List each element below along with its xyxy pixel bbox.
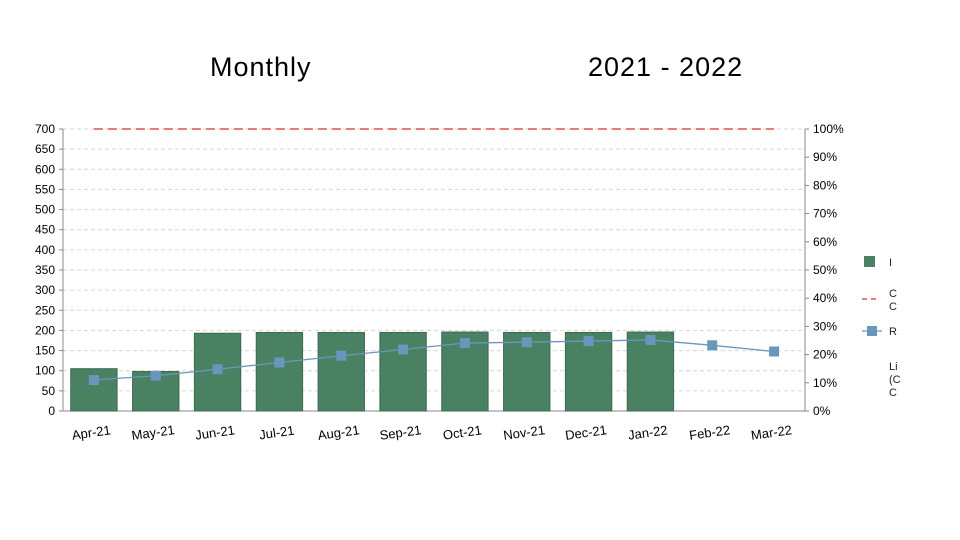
y-right-tick-label: 20% [813, 348, 837, 362]
legend-label: (C [889, 374, 901, 386]
y-right-tick-label: 60% [813, 235, 837, 249]
x-tick-label: Jan-22 [627, 422, 668, 442]
y-right-tick-label: 80% [813, 178, 837, 192]
y-left-tick-label: 650 [35, 142, 55, 156]
y-left-tick-label: 300 [35, 283, 55, 297]
rate-point [769, 346, 780, 357]
y-left-tick-label: 250 [35, 303, 55, 317]
bar [317, 331, 365, 412]
rate-point [707, 340, 718, 351]
y-right-tick-label: 0% [813, 404, 831, 418]
x-tick-label: Nov-21 [502, 422, 546, 443]
rate-point [274, 357, 285, 368]
rate-point [336, 350, 347, 361]
rate-point [645, 334, 656, 345]
y-right-tick-label: 30% [813, 319, 837, 333]
x-tick-label: Feb-22 [688, 422, 731, 443]
y-right-tick-label: 10% [813, 376, 837, 390]
legend-swatch-bar [864, 256, 875, 267]
y-left-tick-label: 150 [35, 344, 55, 358]
y-left-tick-label: 550 [35, 182, 55, 196]
x-tick-label: Jun-21 [194, 422, 235, 442]
y-left-tick-label: 200 [35, 323, 55, 337]
rate-point [398, 344, 409, 355]
y-left-tick-label: 500 [35, 203, 55, 217]
y-right-tick-label: 40% [813, 291, 837, 305]
y-left-tick-label: 0 [48, 404, 55, 418]
legend-label: I [889, 257, 892, 269]
y-left-tick-label: 450 [35, 223, 55, 237]
legend-swatch-marker [867, 326, 877, 336]
y-left-tick-label: 350 [35, 263, 55, 277]
rate-point [459, 338, 470, 349]
y-right-tick-label: 70% [813, 207, 837, 221]
rate-point [521, 337, 532, 348]
x-tick-label: Jul-21 [258, 423, 295, 443]
x-tick-label: Mar-22 [750, 422, 793, 443]
rate-point [150, 370, 161, 381]
y-right-tick-label: 90% [813, 150, 837, 164]
y-left-tick-label: 700 [35, 122, 55, 136]
bar [379, 331, 427, 412]
legend-label: Li [889, 361, 898, 373]
legend-label: R [889, 326, 897, 338]
y-right-tick-label: 50% [813, 263, 837, 277]
chart-title-left: Monthly [210, 52, 312, 82]
x-tick-label: May-21 [131, 422, 176, 443]
x-tick-label: Oct-21 [442, 422, 483, 442]
rate-point [88, 374, 99, 385]
bar [255, 331, 304, 412]
legend-label: C [889, 288, 897, 300]
rate-line [93, 339, 775, 381]
legend-label: C [889, 387, 897, 399]
x-tick-label: Aug-21 [317, 422, 361, 443]
x-tick-label: Sep-21 [379, 422, 423, 443]
rate-point [212, 364, 223, 375]
x-tick-label: Apr-21 [71, 422, 112, 442]
y-left-tick-label: 100 [35, 364, 55, 378]
chart-title-right: 2021 - 2022 [588, 52, 744, 82]
bar [626, 331, 675, 412]
y-left-tick-label: 50 [42, 384, 56, 398]
x-tick-label: Dec-21 [564, 422, 608, 443]
rate-point [583, 336, 594, 347]
y-right-tick-label: 100% [813, 122, 844, 136]
y-left-tick-label: 400 [35, 243, 55, 257]
y-left-tick-label: 600 [35, 162, 55, 176]
legend-label: C [889, 301, 897, 313]
